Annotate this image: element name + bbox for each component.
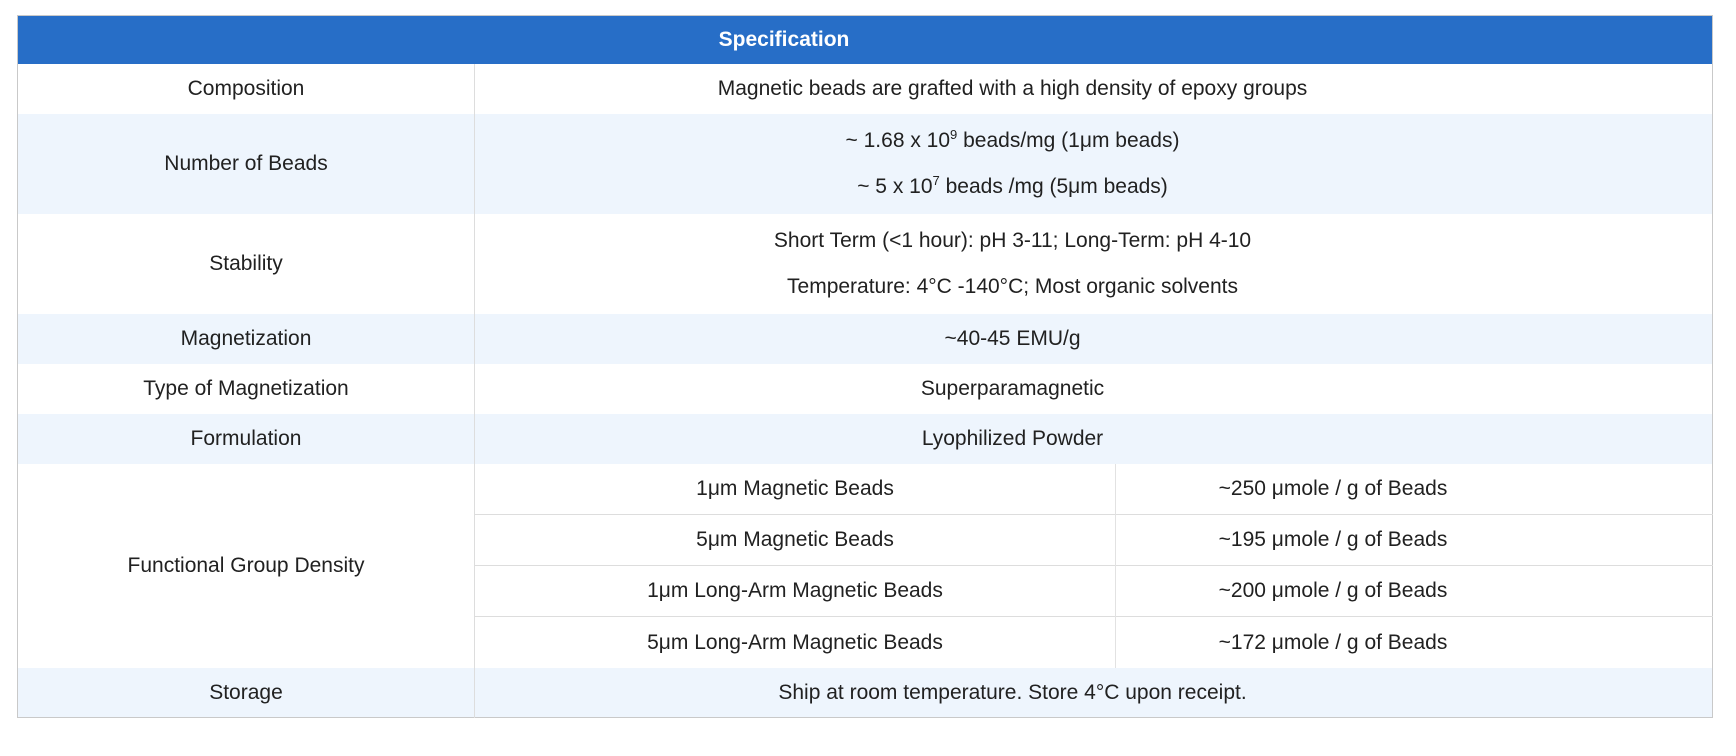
row-label: Functional Group Density xyxy=(17,463,475,668)
bead-type-cell: 5μm Magnetic Beads xyxy=(474,514,1116,566)
row-value: Magnetic beads are grafted with a high d… xyxy=(717,76,1308,100)
bead-type-cell: 1μm Magnetic Beads xyxy=(696,477,894,501)
table-row-composition: Composition Magnetic beads are grafted w… xyxy=(17,63,1713,114)
value-line: Temperature: 4°C -140°C; Most organic so… xyxy=(787,274,1239,298)
row-label: Number of Beads xyxy=(17,113,475,214)
table-row-functional-group-density-4: 5μm Long-Arm Magnetic Beads ~172 μmole /… xyxy=(18,616,1713,668)
row-value: ~ 1.68 x 109 beads/mg (1μm beads) ~ 5 x … xyxy=(474,113,1713,214)
table-header-row: Specification xyxy=(17,15,1713,64)
density-cell: ~250 μmole / g of Beads xyxy=(1114,463,1713,515)
specification-table: Specification Composition Magnetic beads… xyxy=(17,15,1714,718)
row-value: ~40-45 EMU/g xyxy=(474,313,1713,364)
table-row-functional-group-density-2: 5μm Magnetic Beads ~195 μmole / g of Bea… xyxy=(18,514,1713,566)
row-value: Lyophilized Powder xyxy=(474,413,1713,464)
table-row-stability: Stability Short Term (<1 hour): pH 3-11;… xyxy=(17,213,1713,314)
row-label: Storage xyxy=(17,667,475,718)
row-label: Type of Magnetization xyxy=(17,363,475,414)
row-label: Composition xyxy=(17,63,475,114)
bead-type-cell: 1μm Long-Arm Magnetic Beads xyxy=(474,565,1116,617)
value-line: ~ 1.68 x 109 beads/mg (1μm beads) xyxy=(845,127,1180,153)
density-cell: ~172 μmole / g of Beads xyxy=(1114,616,1713,668)
row-label: Formulation xyxy=(17,413,475,464)
bead-type-cell: 5μm Long-Arm Magnetic Beads xyxy=(474,616,1116,668)
row-value: Ship at room temperature. Store 4°C upon… xyxy=(474,667,1713,718)
table-title: Specification xyxy=(17,15,1713,64)
table-row-functional-group-density-3: 1μm Long-Arm Magnetic Beads ~200 μmole /… xyxy=(18,565,1713,617)
table-row-storage: Storage Ship at room temperature. Store … xyxy=(17,667,1713,718)
table-row-functional-group-density-1: Functional Group Density 1μm Magnetic Be… xyxy=(17,463,1713,668)
density-cell: ~200 μmole / g of Beads xyxy=(1114,565,1713,617)
row-value: Superparamagnetic xyxy=(920,376,1105,400)
row-label: Stability xyxy=(17,213,475,314)
row-label: Magnetization xyxy=(17,313,475,364)
table-row-type-of-magnetization: Type of Magnetization Superparamagnetic xyxy=(17,363,1713,414)
table-row-formulation: Formulation Lyophilized Powder xyxy=(17,413,1713,464)
density-cell: ~195 μmole / g of Beads xyxy=(1114,514,1713,566)
table-row-number-of-beads: Number of Beads ~ 1.68 x 109 beads/mg (1… xyxy=(17,113,1713,214)
row-value: Short Term (<1 hour): pH 3-11; Long-Term… xyxy=(475,214,1713,314)
value-line: ~ 5 x 107 beads /mg (5μm beads) xyxy=(857,172,1168,198)
value-line: Short Term (<1 hour): pH 3-11; Long-Term… xyxy=(773,229,1252,253)
table-row-magnetization: Magnetization ~40-45 EMU/g xyxy=(17,313,1713,364)
